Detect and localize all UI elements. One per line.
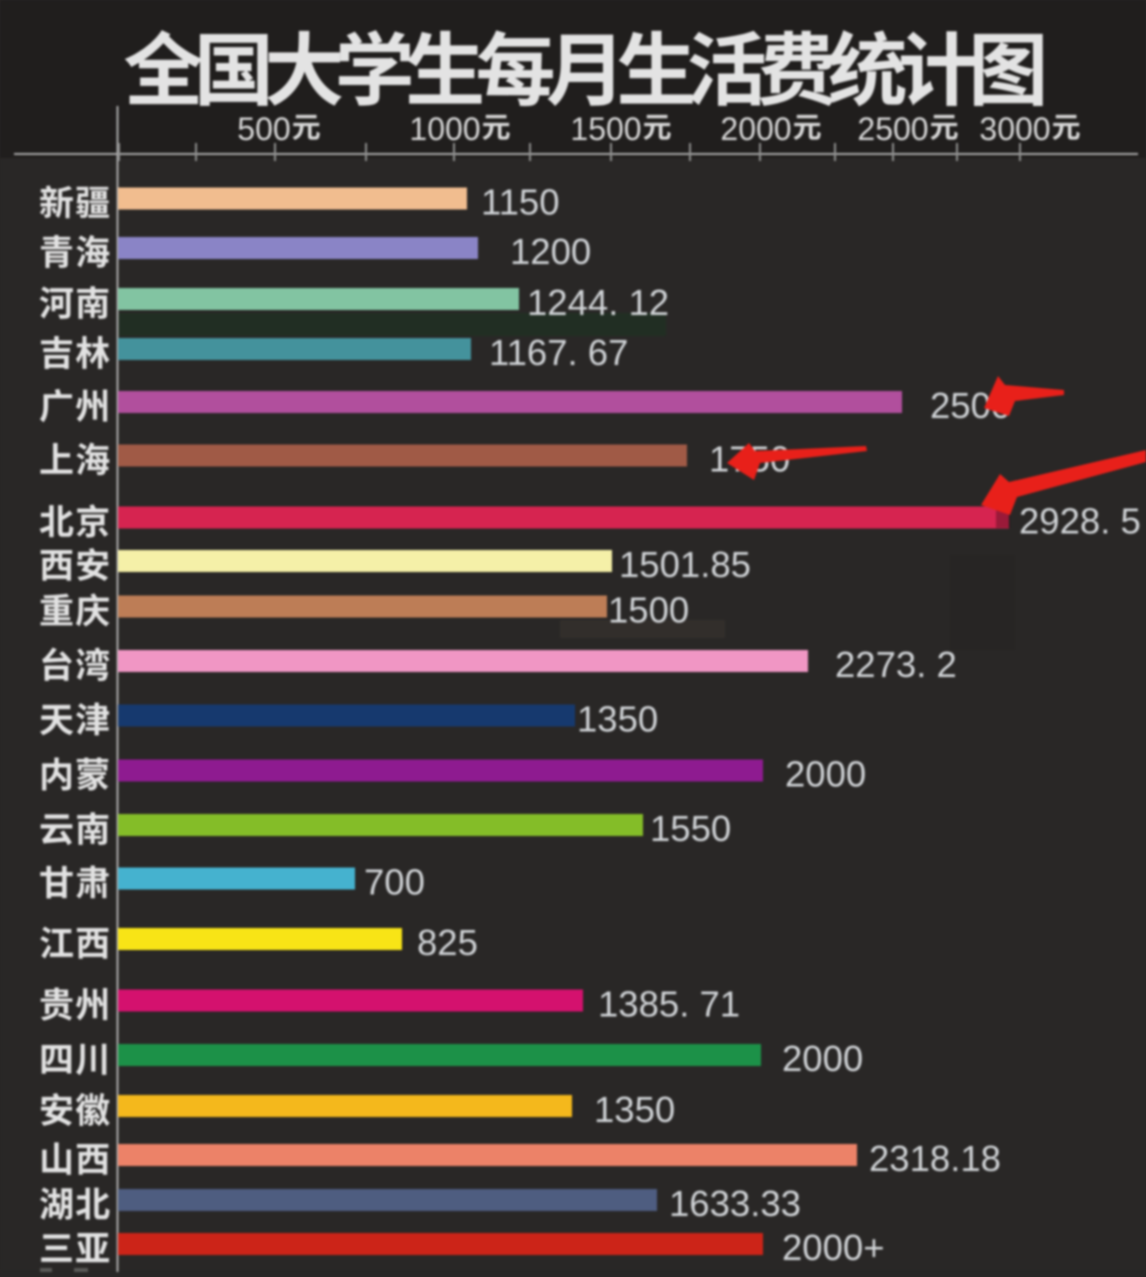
svg-text:2000: 2000 [785,753,866,794]
svg-text:2928. 5: 2928. 5 [1019,500,1141,541]
svg-text:1200: 1200 [510,231,591,272]
svg-text:1550: 1550 [650,808,731,849]
svg-text:2318.18: 2318.18 [869,1138,1001,1179]
svg-text:1501.85: 1501.85 [619,544,751,585]
svg-text:2000+: 2000+ [782,1227,885,1268]
svg-text:1350: 1350 [594,1089,675,1130]
svg-text:1500: 1500 [570,111,641,147]
svg-text:500: 500 [237,111,290,147]
svg-text:1633.33: 1633.33 [669,1183,801,1224]
svg-text:2273. 2: 2273. 2 [835,644,957,685]
svg-text:2000: 2000 [782,1038,863,1079]
svg-text:2000: 2000 [720,111,791,147]
svg-text:1000: 1000 [409,111,480,147]
svg-text:3000: 3000 [979,111,1050,147]
svg-text:700: 700 [364,861,425,902]
svg-text:825: 825 [417,922,478,963]
svg-text:1500: 1500 [608,589,689,630]
svg-text:1385. 71: 1385. 71 [598,983,740,1024]
svg-text:1167. 67: 1167. 67 [489,332,628,373]
svg-text:1244. 12: 1244. 12 [527,282,669,323]
svg-text:1350: 1350 [577,698,658,739]
svg-text:2500: 2500 [857,111,928,147]
svg-text:1150: 1150 [481,181,560,222]
